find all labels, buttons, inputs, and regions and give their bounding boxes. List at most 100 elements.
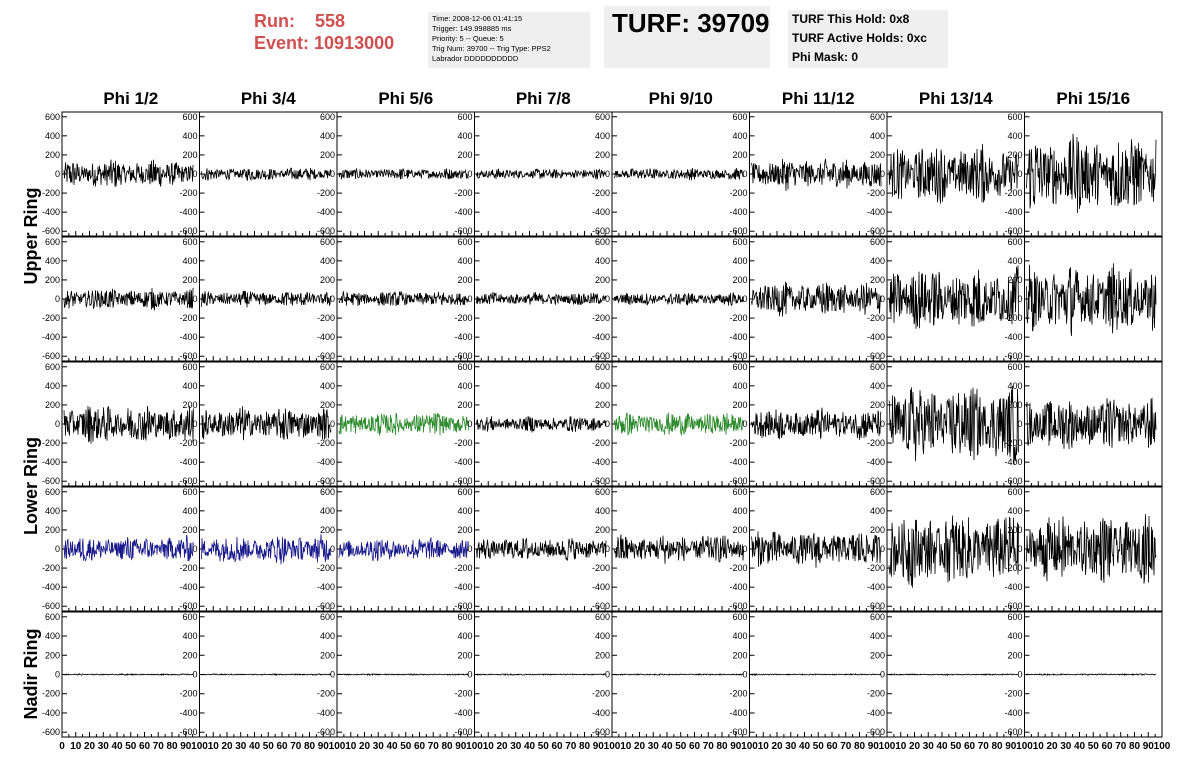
y-tick-label: 0 bbox=[742, 169, 747, 179]
y-tick-label: 200 bbox=[1007, 275, 1022, 285]
y-tick-label: -400 bbox=[454, 207, 472, 217]
x-tick-label: 90 bbox=[593, 741, 605, 752]
x-tick-label: 50 bbox=[675, 741, 687, 752]
x-tick-label: 10 bbox=[70, 741, 82, 752]
y-tick-label: 600 bbox=[732, 362, 747, 372]
y-tick-label: -200 bbox=[729, 689, 747, 699]
y-tick-label: -200 bbox=[1004, 188, 1022, 198]
waveform-trace bbox=[201, 290, 332, 308]
x-tick-label: 100 bbox=[329, 741, 346, 752]
y-tick-label: 600 bbox=[595, 237, 610, 247]
y-tick-label: 0 bbox=[467, 544, 472, 554]
waveform-trace bbox=[338, 672, 469, 677]
y-tick-label: -200 bbox=[317, 313, 335, 323]
x-tick-label: 0 bbox=[59, 741, 65, 752]
y-tick-label: 200 bbox=[457, 150, 472, 160]
x-tick-label: 30 bbox=[235, 741, 247, 752]
y-tick-label: 200 bbox=[45, 150, 60, 160]
y-tick-label: -200 bbox=[1004, 689, 1022, 699]
y-tick-label: 200 bbox=[1007, 400, 1022, 410]
y-tick-label: 600 bbox=[320, 237, 335, 247]
y-tick-label: 400 bbox=[182, 631, 197, 641]
y-tick-label: -600 bbox=[1004, 601, 1022, 611]
y-tick-label: -600 bbox=[592, 601, 610, 611]
waveform-trace bbox=[613, 412, 744, 437]
y-tick-label: 600 bbox=[45, 612, 60, 622]
column-title: Phi 3/4 bbox=[241, 89, 296, 108]
x-tick-label: 40 bbox=[249, 741, 261, 752]
y-tick-label: -600 bbox=[867, 351, 885, 361]
y-tick-label: 400 bbox=[595, 131, 610, 141]
y-tick-label: 600 bbox=[182, 487, 197, 497]
y-tick-label: 200 bbox=[45, 275, 60, 285]
y-tick-label: -200 bbox=[317, 188, 335, 198]
y-tick-label: 200 bbox=[870, 400, 885, 410]
waveform-trace bbox=[63, 287, 194, 311]
x-tick-label: 70 bbox=[428, 741, 440, 752]
y-tick-label: 0 bbox=[55, 670, 60, 680]
y-tick-label: 400 bbox=[732, 131, 747, 141]
waveform-trace bbox=[476, 416, 607, 433]
y-tick-label: -200 bbox=[454, 689, 472, 699]
waveform-trace bbox=[1026, 673, 1157, 676]
x-tick-label: 90 bbox=[730, 741, 742, 752]
y-tick-label: -400 bbox=[179, 582, 197, 592]
y-tick-label: 200 bbox=[182, 150, 197, 160]
x-tick-label: 50 bbox=[950, 741, 962, 752]
x-tick-label: 90 bbox=[318, 741, 330, 752]
y-tick-label: 0 bbox=[330, 169, 335, 179]
y-tick-label: -600 bbox=[317, 226, 335, 236]
y-tick-label: 0 bbox=[192, 544, 197, 554]
y-tick-label: -600 bbox=[867, 727, 885, 737]
y-tick-label: 0 bbox=[605, 670, 610, 680]
waveform-trace bbox=[613, 534, 744, 564]
y-tick-label: -600 bbox=[317, 351, 335, 361]
row-title: Upper Ring bbox=[21, 188, 41, 285]
y-tick-label: 400 bbox=[457, 131, 472, 141]
y-tick-label: 200 bbox=[320, 150, 335, 160]
y-tick-label: 200 bbox=[595, 400, 610, 410]
y-tick-label: -400 bbox=[729, 457, 747, 467]
x-tick-label: 10 bbox=[345, 741, 357, 752]
y-tick-label: 400 bbox=[320, 631, 335, 641]
y-tick-label: -400 bbox=[867, 207, 885, 217]
column-title: Phi 9/10 bbox=[649, 89, 713, 108]
x-tick-label: 50 bbox=[813, 741, 825, 752]
y-tick-label: -200 bbox=[729, 313, 747, 323]
y-tick-label: 400 bbox=[732, 256, 747, 266]
waveform-trace bbox=[201, 534, 332, 565]
x-tick-label: 80 bbox=[991, 741, 1003, 752]
y-tick-label: -400 bbox=[1004, 207, 1022, 217]
y-tick-label: 400 bbox=[457, 256, 472, 266]
x-tick-label: 90 bbox=[455, 741, 467, 752]
y-tick-label: -600 bbox=[592, 727, 610, 737]
y-tick-label: -400 bbox=[317, 332, 335, 342]
y-tick-label: 400 bbox=[732, 631, 747, 641]
x-tick-label: 80 bbox=[166, 741, 178, 752]
trigger-time: Time: 2008-12-06 01:41:15 bbox=[432, 14, 523, 23]
x-tick-label: 90 bbox=[868, 741, 880, 752]
y-tick-label: -200 bbox=[867, 563, 885, 573]
y-tick-label: -600 bbox=[729, 476, 747, 486]
waveform-trace bbox=[1026, 397, 1157, 450]
turf-holds-box: TURF This Hold: 0x8 TURF Active Holds: 0… bbox=[788, 10, 948, 68]
y-tick-label: -600 bbox=[592, 476, 610, 486]
y-tick-label: -400 bbox=[179, 457, 197, 467]
y-tick-label: 400 bbox=[870, 631, 885, 641]
y-tick-label: 600 bbox=[1007, 612, 1022, 622]
y-tick-label: -200 bbox=[317, 563, 335, 573]
y-tick-label: -200 bbox=[317, 689, 335, 699]
y-tick-label: 600 bbox=[732, 612, 747, 622]
waveform-trace bbox=[888, 385, 1019, 466]
x-tick-label: 100 bbox=[466, 741, 483, 752]
y-tick-label: 600 bbox=[320, 612, 335, 622]
y-tick-label: 200 bbox=[320, 400, 335, 410]
x-tick-label: 40 bbox=[111, 741, 123, 752]
x-tick-label: 70 bbox=[703, 741, 715, 752]
y-tick-label: -600 bbox=[42, 727, 60, 737]
x-tick-label: 80 bbox=[716, 741, 728, 752]
run-value: 558 bbox=[315, 11, 346, 31]
waveform-trace bbox=[201, 672, 332, 677]
waveform-trace bbox=[888, 515, 1019, 588]
